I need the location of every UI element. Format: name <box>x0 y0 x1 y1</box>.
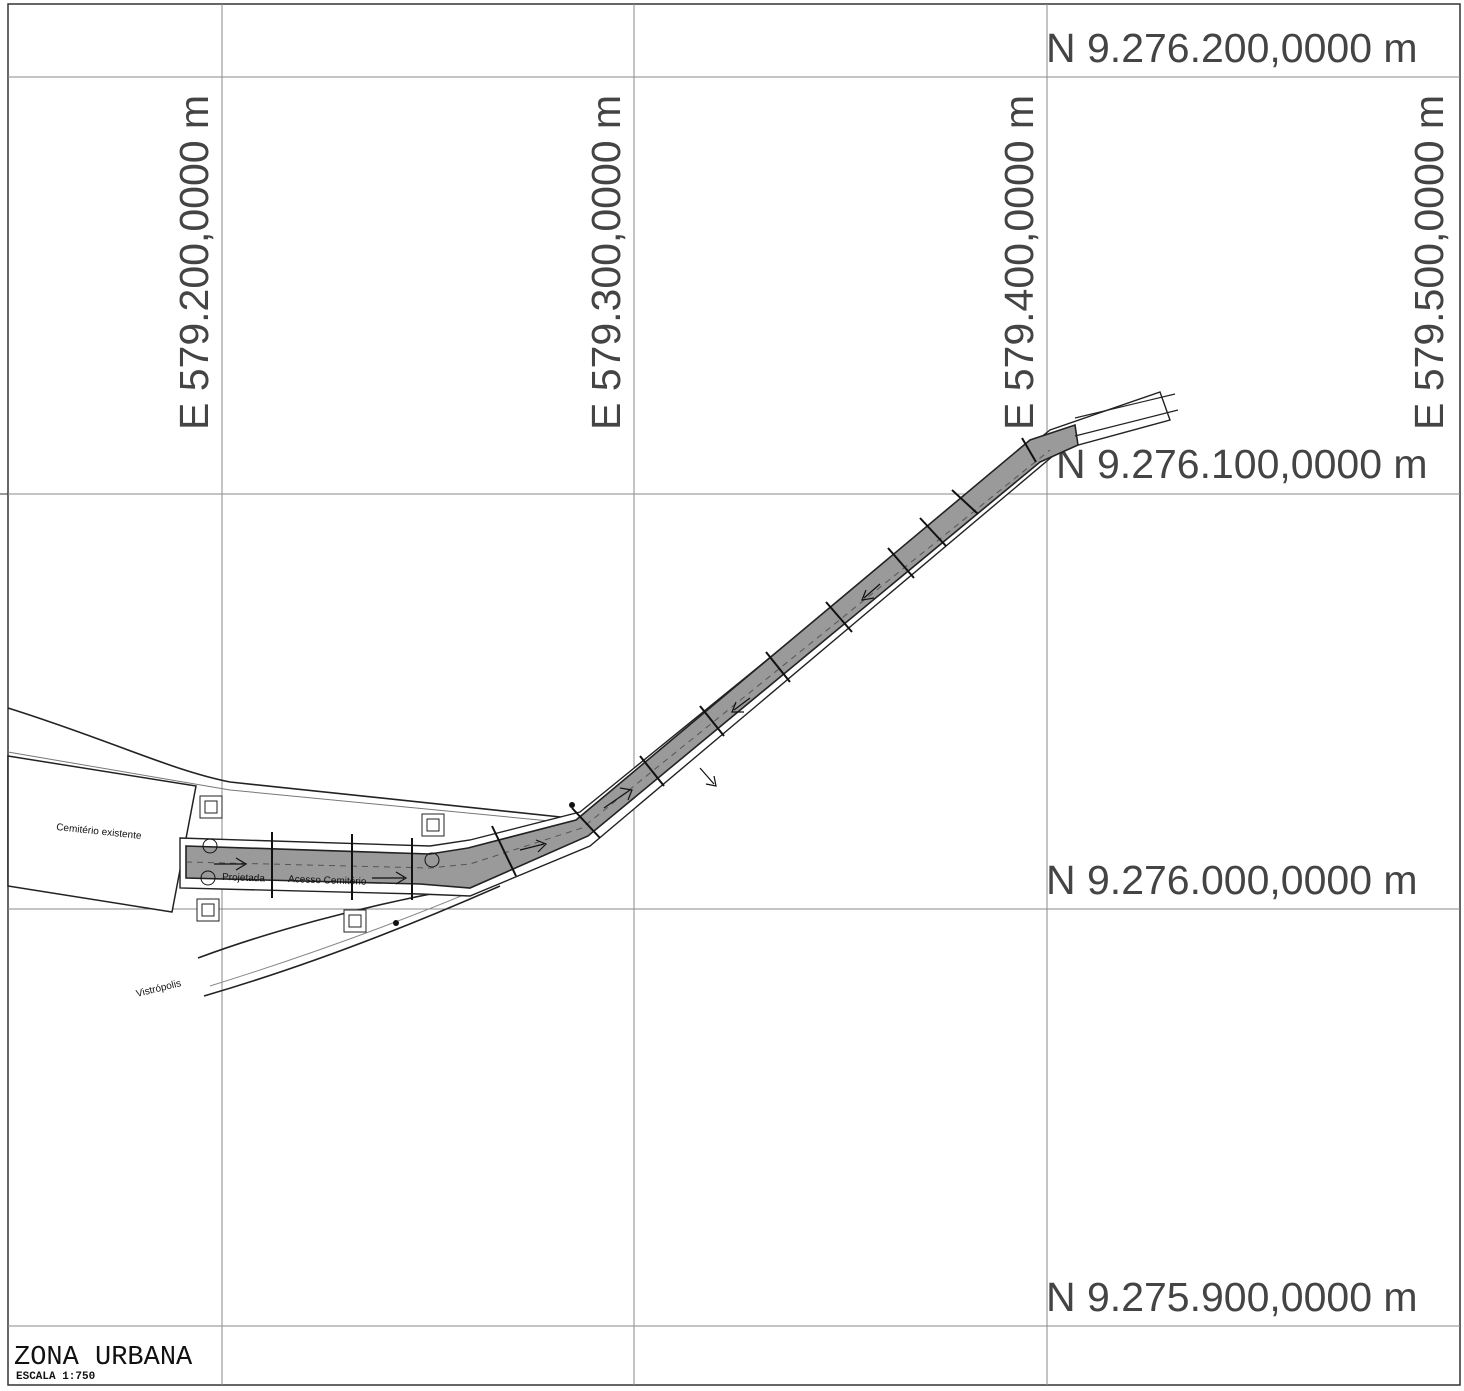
road-name-label: Acesso Cemitério <box>288 874 367 888</box>
easting-label: E 579.500,0000 m <box>1406 95 1452 430</box>
projected-road: Projetada Acesso Cemitério <box>179 391 1179 900</box>
existing-boundaries <box>7 707 571 823</box>
cemetery-parcel: Cemitério existente <box>7 755 197 913</box>
northing-label: N 9.276.200,0000 m <box>1046 25 1418 71</box>
pole-icon <box>569 802 575 808</box>
easting-label: E 579.400,0000 m <box>996 95 1042 430</box>
northing-label: N 9.276.000,0000 m <box>1046 857 1418 903</box>
traffic-signs <box>196 795 575 933</box>
map-title: ZONA URBANA <box>14 1343 193 1373</box>
sign-icon <box>343 909 367 933</box>
northing-label: N 9.275.900,0000 m <box>1046 1274 1418 1320</box>
vistropolis-label: Vistrópolis <box>135 978 182 1000</box>
road-pavement <box>185 423 1079 889</box>
map-scale: ESCALA 1:750 <box>16 1371 95 1383</box>
easting-label: E 579.200,0000 m <box>171 95 217 430</box>
sign-icon <box>421 813 445 837</box>
sheet-frame <box>7 3 1461 1386</box>
sign-icon <box>196 898 220 922</box>
edge-markers <box>200 838 440 886</box>
sign-icon <box>199 795 223 819</box>
road-name-label: Projetada <box>222 872 266 885</box>
pole-icon <box>393 920 399 926</box>
easting-label: E 579.300,0000 m <box>583 95 629 430</box>
northing-label: N 9.276.100,0000 m <box>1056 441 1428 487</box>
direction-arrows <box>214 583 881 885</box>
station-ticks <box>271 437 1037 900</box>
vistropolis-road: Vistrópolis <box>135 883 501 1000</box>
coordinate-grid <box>0 4 1460 1385</box>
